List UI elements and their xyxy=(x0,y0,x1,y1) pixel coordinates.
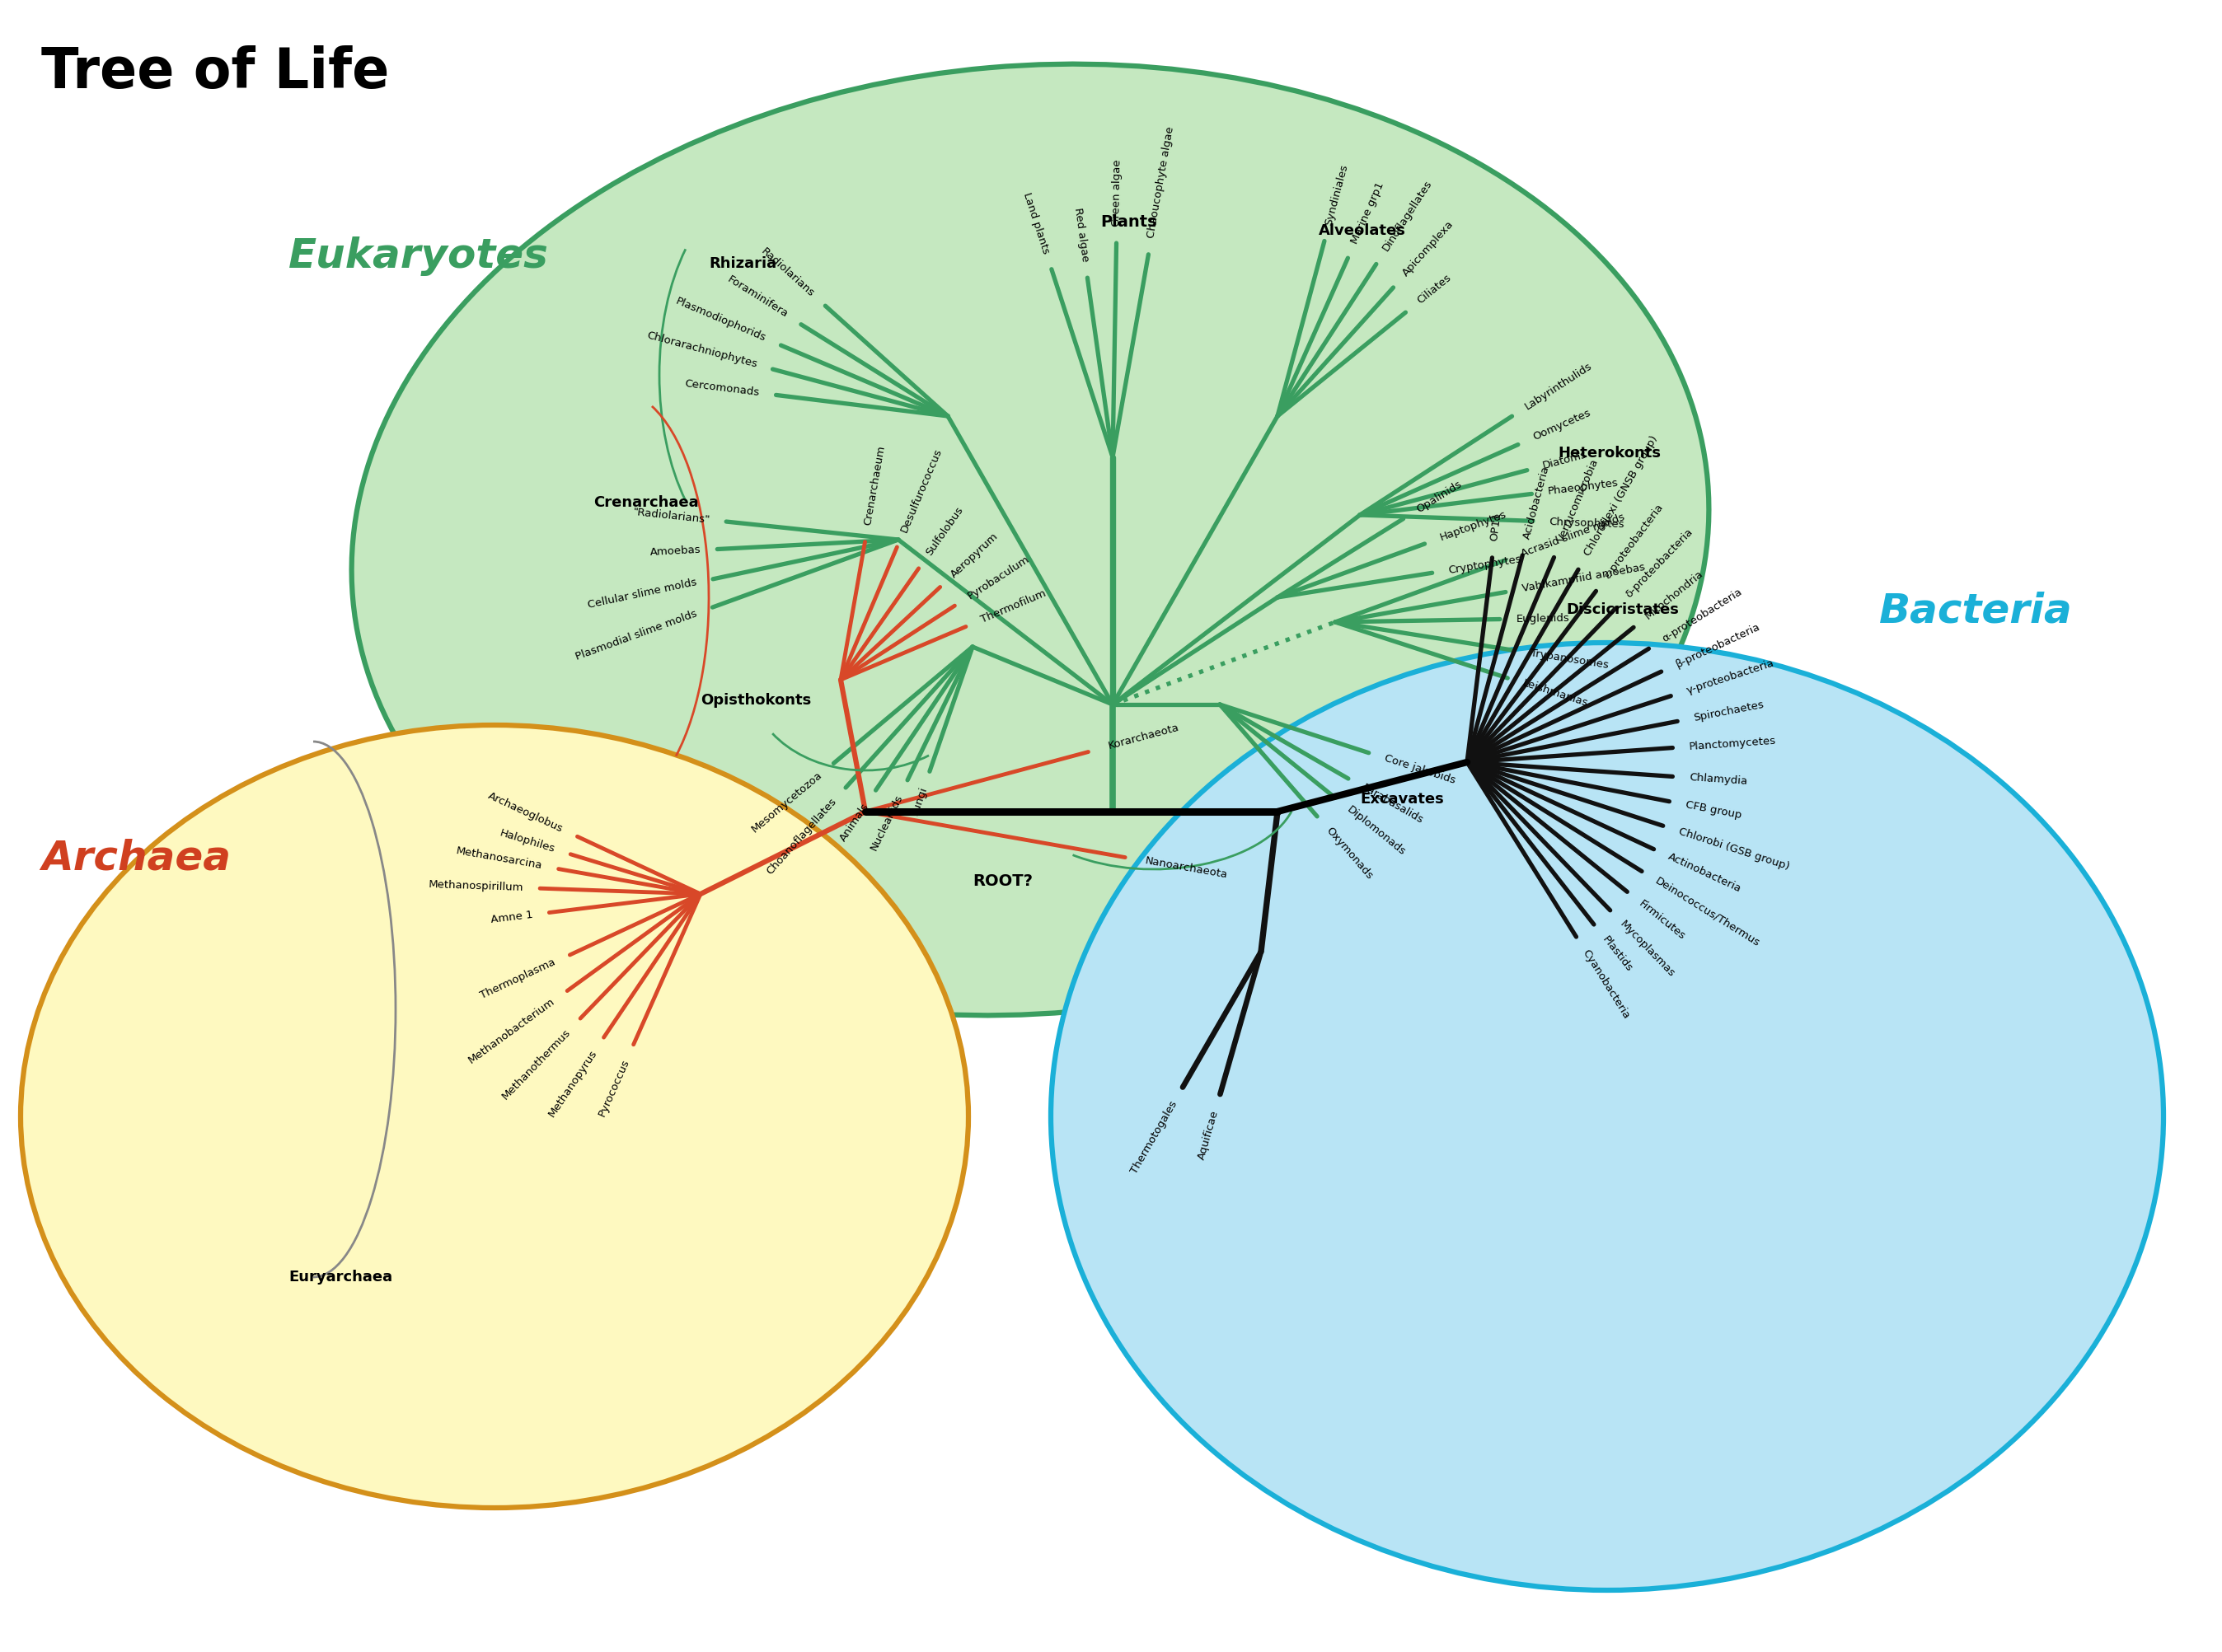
Text: Pyrococcus: Pyrococcus xyxy=(598,1057,631,1118)
Text: Planctomycetes: Planctomycetes xyxy=(1689,735,1775,752)
Text: Euryarchaea: Euryarchaea xyxy=(289,1270,393,1285)
Text: Crenarchaeum: Crenarchaeum xyxy=(862,444,887,527)
Text: Mitochondria: Mitochondria xyxy=(1642,568,1706,621)
Text: Foraminifera: Foraminifera xyxy=(724,274,789,320)
Text: Chloroflexi (GNSB group): Chloroflexi (GNSB group) xyxy=(1582,434,1660,558)
Text: Green algae: Green algae xyxy=(1111,159,1122,226)
Text: Core jakobids: Core jakobids xyxy=(1382,753,1458,786)
Text: Syndiniales: Syndiniales xyxy=(1324,164,1351,226)
Text: Crenarchaea: Crenarchaea xyxy=(593,496,698,510)
Text: Thermotogales: Thermotogales xyxy=(1129,1099,1180,1176)
Text: Thermoplasma: Thermoplasma xyxy=(478,957,558,1001)
Text: Plastids: Plastids xyxy=(1600,933,1633,975)
Text: Mesomycetozoa: Mesomycetozoa xyxy=(749,770,824,834)
Text: Verrucomicrobia: Verrucomicrobia xyxy=(1555,458,1600,544)
Text: Chaoucophyte algae: Chaoucophyte algae xyxy=(1147,126,1175,240)
Text: Thermofilum: Thermofilum xyxy=(980,588,1047,624)
Text: Methanothermus: Methanothermus xyxy=(500,1026,573,1102)
Text: Archaea: Archaea xyxy=(42,838,231,877)
Text: Parabasalids: Parabasalids xyxy=(1360,783,1424,826)
Text: Desulfurococcus: Desulfurococcus xyxy=(898,446,944,534)
Text: Animals: Animals xyxy=(838,801,871,843)
Text: Ciliates: Ciliates xyxy=(1415,273,1453,306)
Text: OP11: OP11 xyxy=(1489,512,1502,542)
Text: Plasmodiophorids: Plasmodiophorids xyxy=(673,296,769,344)
Text: Tree of Life: Tree of Life xyxy=(42,45,389,99)
Text: Sulfolobus: Sulfolobus xyxy=(924,506,964,558)
Text: Bacteria: Bacteria xyxy=(1880,591,2073,631)
Text: ROOT?: ROOT? xyxy=(973,874,1033,889)
Text: Nucleariids: Nucleariids xyxy=(869,793,904,852)
Text: Apicomplexa: Apicomplexa xyxy=(1400,220,1455,279)
Text: Methanosarcina: Methanosarcina xyxy=(456,846,542,871)
Text: Chrysophytes: Chrysophytes xyxy=(1549,515,1624,530)
Text: Spirochaetes: Spirochaetes xyxy=(1693,699,1764,724)
Text: Cercomonads: Cercomonads xyxy=(684,378,760,398)
Text: Acidobacteria: Acidobacteria xyxy=(1522,466,1551,540)
Text: Marine grp1: Marine grp1 xyxy=(1349,180,1387,244)
Text: Methanospirillum: Methanospirillum xyxy=(429,879,524,894)
Text: Aeropyrum: Aeropyrum xyxy=(949,530,1000,580)
Text: Firmicutes: Firmicutes xyxy=(1638,899,1686,942)
Text: Vahlkampfiid amoebas: Vahlkampfiid amoebas xyxy=(1520,562,1647,595)
Text: Diatoms: Diatoms xyxy=(1542,449,1589,471)
Text: Alveolates: Alveolates xyxy=(1318,223,1407,238)
Text: Cryptophytes: Cryptophytes xyxy=(1447,553,1522,575)
Text: Chlorobi (GSB group): Chlorobi (GSB group) xyxy=(1678,826,1791,872)
Ellipse shape xyxy=(20,725,969,1508)
Ellipse shape xyxy=(1051,643,2164,1591)
Text: Opisthokonts: Opisthokonts xyxy=(700,692,811,707)
Text: Dinoflagellates: Dinoflagellates xyxy=(1380,178,1435,253)
Text: δ-proteobacteria: δ-proteobacteria xyxy=(1624,527,1695,600)
Text: Heterokonts: Heterokonts xyxy=(1558,446,1660,461)
Text: ε-proteobacteria: ε-proteobacteria xyxy=(1602,502,1664,582)
Text: Labyrinthulids: Labyrinthulids xyxy=(1522,360,1593,411)
Text: Haptophytes: Haptophytes xyxy=(1438,509,1509,544)
Text: Archaeoglobus: Archaeoglobus xyxy=(487,790,564,834)
Text: Oomycetes: Oomycetes xyxy=(1531,408,1591,443)
Text: Methanobacterium: Methanobacterium xyxy=(467,996,558,1066)
Text: Phaeophytes: Phaeophytes xyxy=(1547,477,1620,497)
Text: Land plants: Land plants xyxy=(1022,192,1051,254)
Text: Amoebas: Amoebas xyxy=(649,545,702,558)
Text: Fungi: Fungi xyxy=(909,785,929,816)
Text: Plants: Plants xyxy=(1100,215,1158,230)
Text: Euglenids: Euglenids xyxy=(1515,613,1571,624)
Text: Acrasid slime molds: Acrasid slime molds xyxy=(1520,512,1627,560)
Text: Trypanosomes: Trypanosomes xyxy=(1529,648,1609,671)
Text: Diplomonads: Diplomonads xyxy=(1344,805,1407,857)
Text: γ-proteobacteria: γ-proteobacteria xyxy=(1684,657,1775,695)
Text: Excavates: Excavates xyxy=(1360,791,1444,806)
Text: Rhizaria: Rhizaria xyxy=(709,256,775,271)
Text: Mycoplasmas: Mycoplasmas xyxy=(1618,919,1678,980)
Text: Actinobacteria: Actinobacteria xyxy=(1666,851,1744,895)
Ellipse shape xyxy=(351,64,1709,1016)
Text: Aquificae: Aquificae xyxy=(1195,1108,1220,1161)
Text: β-proteobacteria: β-proteobacteria xyxy=(1673,621,1762,669)
Text: Pyrobaculum: Pyrobaculum xyxy=(967,553,1031,601)
Text: Cellular slime molds: Cellular slime molds xyxy=(587,577,698,611)
Text: Plasmodial slime molds: Plasmodial slime molds xyxy=(573,608,700,662)
Text: Deinococcus/Thermus: Deinococcus/Thermus xyxy=(1653,876,1762,948)
Text: Radiolarians: Radiolarians xyxy=(760,246,818,299)
Text: Choanoflagellates: Choanoflagellates xyxy=(764,796,838,877)
Text: Methanopyrus: Methanopyrus xyxy=(547,1047,600,1118)
Text: α-proteobacteria: α-proteobacteria xyxy=(1660,586,1744,644)
Text: Eukaryotes: Eukaryotes xyxy=(289,236,549,276)
Text: Cyanobacteria: Cyanobacteria xyxy=(1580,948,1631,1021)
Text: Chlamydia: Chlamydia xyxy=(1689,773,1746,786)
Text: Nanoarchaeota: Nanoarchaeota xyxy=(1144,856,1229,881)
Text: Halophiles: Halophiles xyxy=(498,828,556,854)
Text: Leishmanias: Leishmanias xyxy=(1522,677,1589,709)
Text: Opalinids: Opalinids xyxy=(1415,479,1464,514)
Text: CFB group: CFB group xyxy=(1684,800,1742,821)
Text: Amne 1: Amne 1 xyxy=(491,909,533,925)
Text: Red algae: Red algae xyxy=(1073,206,1091,263)
Text: Korarchaeota: Korarchaeota xyxy=(1107,722,1180,752)
Text: Discicristates: Discicristates xyxy=(1567,603,1680,618)
Text: "Radiolarians": "Radiolarians" xyxy=(633,507,711,525)
Text: Oxymonads: Oxymonads xyxy=(1324,826,1375,882)
Text: Chlorarachniophytes: Chlorarachniophytes xyxy=(644,330,758,370)
